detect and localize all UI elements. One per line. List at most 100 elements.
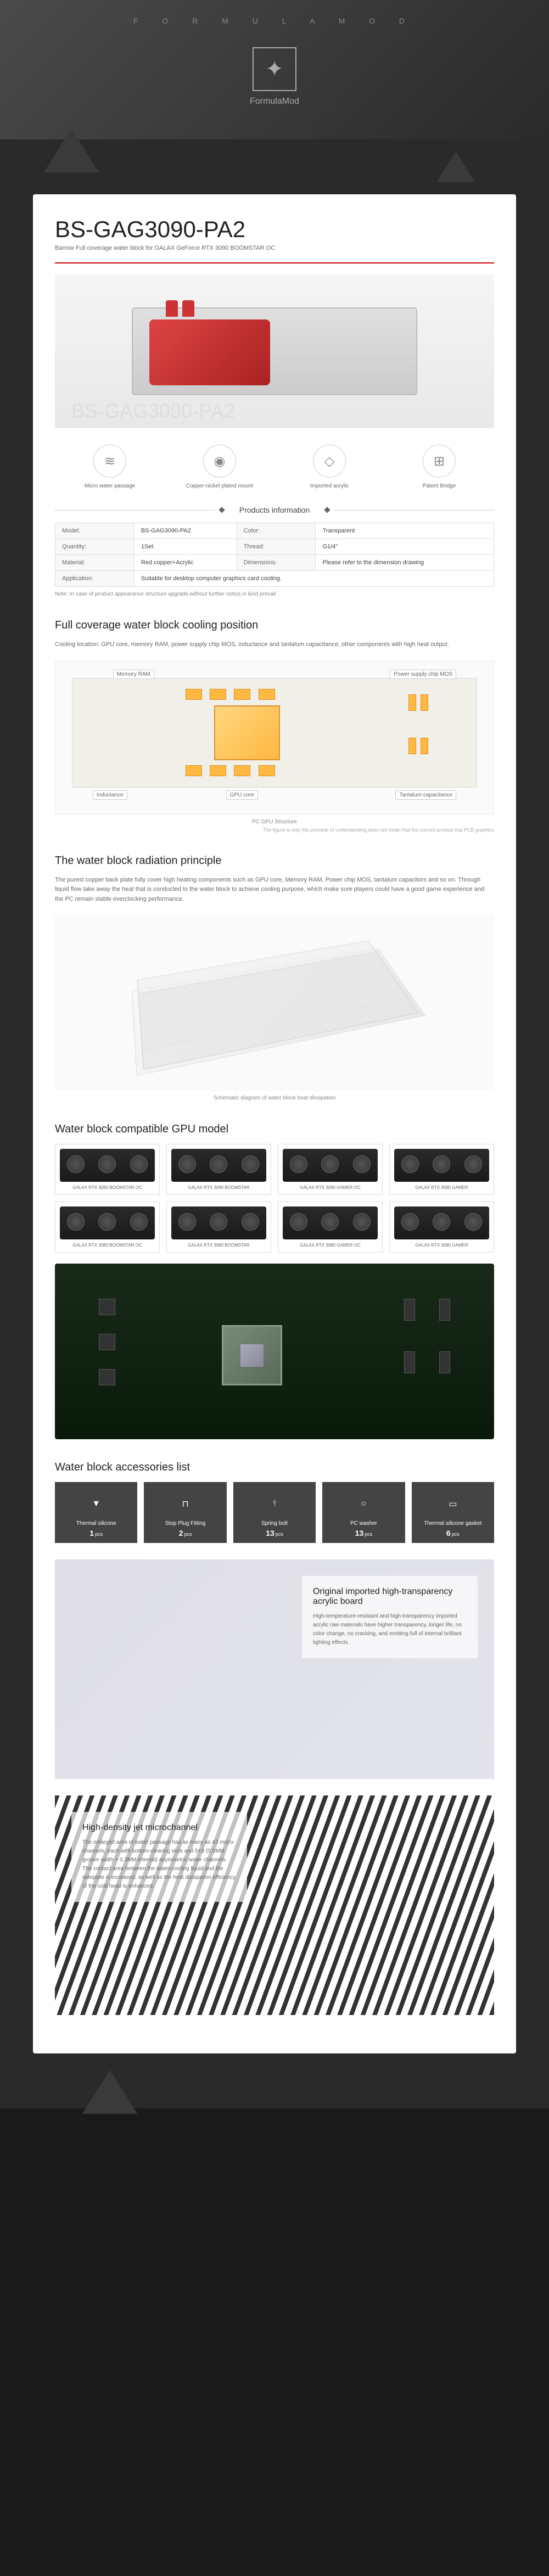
accessory-icon: ⫯ <box>264 1493 285 1515</box>
pcb-label: Power supply chip MOS <box>390 670 456 679</box>
feature-label: Micro water passage <box>71 483 148 489</box>
fan-icon <box>178 1213 196 1231</box>
section-desc: The purest copper back plate fully cover… <box>55 875 494 905</box>
feature-icon: ≋ <box>93 445 126 478</box>
footer-section <box>0 2064 549 2108</box>
accessory-icon: ▼ <box>85 1493 107 1515</box>
section-header: Products information <box>55 506 494 514</box>
feature-icons-row: ≋ Micro water passage ◉ Copper-nickel pl… <box>55 445 494 489</box>
pcb-ram-chip <box>259 689 275 700</box>
pcb-mos-chip <box>408 738 416 754</box>
product-page: F O R M U L A M O D ✦ FormulaMod BS-GAG3… <box>0 0 549 2108</box>
gpu-image <box>283 1149 378 1182</box>
gpu-label: GALAX RTX 3080 BOOMSTAR <box>171 1243 266 1248</box>
pcb-label: GPU core <box>226 790 258 800</box>
gpu-image <box>171 1206 266 1239</box>
gpu-label: GALAX RTX 3090 BOOMSTAR <box>171 1185 266 1190</box>
accessory-item: ⫯ Spring bolt 13pcs <box>233 1482 316 1543</box>
spec-val: G1/4" <box>316 539 494 555</box>
gpu-fans <box>394 1155 489 1173</box>
section-title: Water block compatible GPU model <box>55 1123 494 1136</box>
gpu-image <box>394 1206 489 1239</box>
gpu-fans <box>60 1213 155 1231</box>
logo-triangle-icon: ✦ <box>253 47 296 91</box>
feature-desc: The enlarged area of water passage has a… <box>82 1838 236 1891</box>
gpu-card: GALAX RTX 3090 BOOMSTAR <box>166 1144 271 1195</box>
pcb-ram-chip <box>210 689 226 700</box>
fan-icon <box>401 1213 419 1231</box>
brand-header: F O R M U L A M O D ✦ FormulaMod <box>0 0 549 139</box>
spec-row: Material: Red copper+Acrylic Dimensions:… <box>55 555 494 571</box>
product-subtitle: Barrow Full coverage water block for GAL… <box>55 245 494 251</box>
section-title: Full coverage water block cooling positi… <box>55 619 494 632</box>
spec-key: Thread: <box>237 539 316 555</box>
pcb-component <box>404 1351 415 1373</box>
hero-image: BS-GAG3090-PA2 <box>55 274 494 428</box>
pcb-ram-chip <box>210 765 226 776</box>
accessory-name: Stop Plug Fitting <box>149 1520 221 1526</box>
brand-letters: F O R M U L A M O D <box>0 16 549 25</box>
accessory-qty: 13pcs <box>328 1529 399 1537</box>
feature-label: Copper-nickel plated mount <box>181 483 258 489</box>
accessories-grid: ▼ Thermal silicone 1pcs ⊓ Stop Plug Fitt… <box>55 1482 494 1543</box>
fan-icon <box>321 1213 339 1231</box>
feature-item: ◇ Imported acrylic <box>291 445 368 489</box>
pcb-mos-chip <box>421 694 428 711</box>
gpu-card: GALAX RTX 3080 BOOMSTAR <box>166 1202 271 1253</box>
pcb-diagram: Memory RAM Power supply chip MOS Inducta… <box>55 661 494 815</box>
gpu-image <box>60 1206 155 1239</box>
fan-icon <box>210 1155 227 1173</box>
gpu-fans <box>394 1213 489 1231</box>
main-content: BS-GAG3090-PA2 Barrow Full coverage wate… <box>33 194 516 2053</box>
accessory-icon: ▭ <box>442 1493 464 1515</box>
fan-icon <box>464 1155 482 1173</box>
product-title: BS-GAG3090-PA2 <box>55 216 494 243</box>
gpu-image <box>394 1149 489 1182</box>
feature-item: ◉ Copper-nickel plated mount <box>181 445 258 489</box>
pcb-component <box>439 1351 450 1373</box>
feature-desc: High-temperature-resistant and high-tran… <box>313 1612 467 1647</box>
triangle-decor-icon <box>82 2070 137 2114</box>
pcb-ram-chip <box>186 765 202 776</box>
fan-icon <box>353 1213 371 1231</box>
spec-row: Model: BS-GAG3090-PA2 Color: Transparent <box>55 523 494 539</box>
spec-val: Transparent <box>316 523 494 539</box>
accessory-qty: 6pcs <box>417 1529 489 1537</box>
waterblock-red-plate <box>149 319 270 385</box>
divider-section <box>0 139 549 183</box>
pcb-component <box>439 1299 450 1321</box>
gpu-card: GALAX RTX 3090 BOOMSTAR OC <box>55 1144 160 1195</box>
accessory-name: PC washer <box>328 1520 399 1526</box>
spec-row: Application: Suitable for desktop comput… <box>55 571 494 587</box>
pcb-component <box>99 1334 115 1350</box>
triangle-decor-icon <box>436 151 475 182</box>
spec-val: Red copper+Acrylic <box>134 555 237 571</box>
accessory-item: ▭ Thermal silicone gasket 6pcs <box>412 1482 494 1543</box>
schematic-layer <box>138 952 418 1070</box>
gpu-label: GALAX RTX 3090 BOOMSTAR OC <box>60 1185 155 1190</box>
feature-label: Patent Bridge <box>401 483 478 489</box>
feature-block-microchannel: High-density jet microchannel The enlarg… <box>55 1795 494 2015</box>
fan-icon <box>433 1213 450 1231</box>
pcb-ram-chip <box>259 765 275 776</box>
fan-icon <box>242 1213 259 1231</box>
diamond-icon <box>324 507 330 513</box>
spec-val: 1Set <box>134 539 237 555</box>
schematic-caption: Schematic diagram of water block heat di… <box>55 1095 494 1101</box>
pcb-mos-chip <box>408 694 416 711</box>
section-title: Water block accessories list <box>55 1461 494 1474</box>
logo-glyph-icon: ✦ <box>265 57 284 82</box>
accessory-qty: 1pcs <box>60 1529 132 1537</box>
pcb-ram-chip <box>186 689 202 700</box>
accessory-icon: ○ <box>352 1493 374 1515</box>
gpu-card: GALAX RTX 3080 GAMER <box>389 1202 494 1253</box>
fan-icon <box>67 1213 85 1231</box>
pcb-component <box>99 1369 115 1385</box>
gpu-fans <box>283 1155 378 1173</box>
gpu-fans <box>171 1155 266 1173</box>
section-title: The water block radiation principle <box>55 855 494 867</box>
pcb-label: Tantalum capacitance <box>395 790 456 800</box>
spec-key: Dimensions: <box>237 555 316 571</box>
feature-title: Original imported high-transparency acry… <box>313 1587 467 1607</box>
fan-icon <box>67 1155 85 1173</box>
